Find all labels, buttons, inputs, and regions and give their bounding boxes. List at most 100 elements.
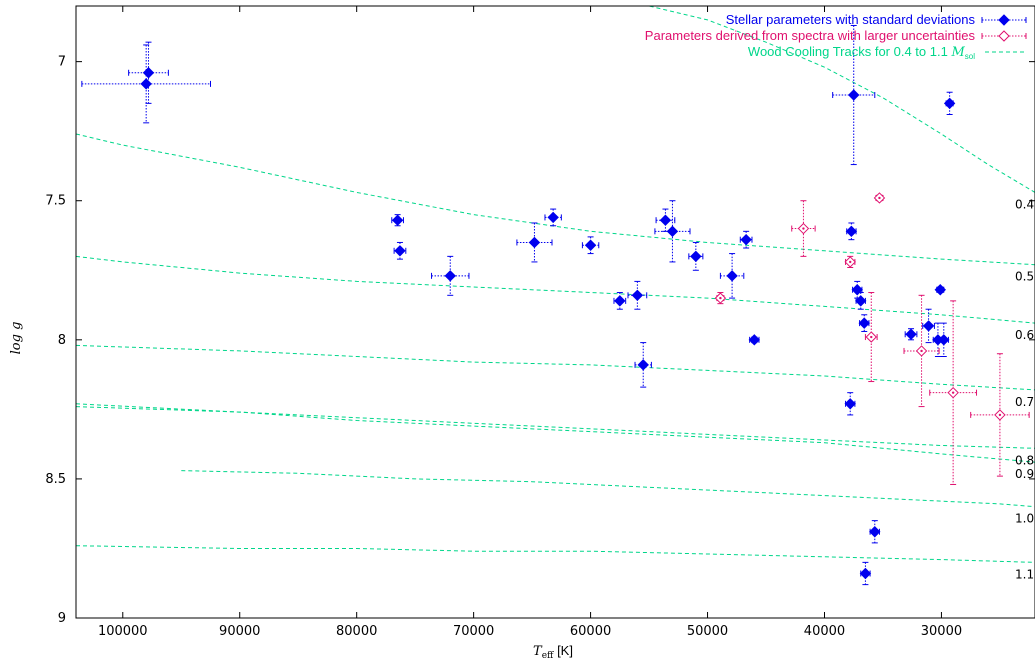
- track-mass-labels: 0.4 0.5 0.6 0.7 0.80.9 1.0 1.1: [1015, 197, 1034, 581]
- filled-diamond-marker: [726, 270, 738, 282]
- x-axis-label: Teff [K]: [533, 643, 573, 661]
- plot-frame: [75, 5, 1035, 619]
- x-tick-label: 40000: [804, 624, 845, 639]
- data-point: [581, 236, 600, 255]
- track-label-1.0: 1.0: [1015, 512, 1034, 526]
- cooling-track-0.8: [76, 406, 1035, 449]
- filled-diamond-marker: [855, 295, 867, 307]
- legend-sample: [981, 14, 1027, 26]
- data-point: [922, 308, 935, 344]
- data-point: [832, 24, 876, 166]
- data-point: [873, 192, 886, 204]
- data-series: [81, 24, 1030, 586]
- filled-diamond-marker: [845, 225, 858, 238]
- filled-diamond-marker: [922, 320, 935, 332]
- data-point: [714, 292, 727, 305]
- data-point: [904, 328, 918, 341]
- legend-label-blue: Stellar parameters with standard deviati…: [726, 12, 976, 27]
- filled-diamond-marker: [528, 236, 541, 249]
- marker-center-dot: [951, 391, 955, 394]
- y-tick-label: 8: [58, 333, 66, 348]
- filled-diamond-marker: [859, 567, 872, 580]
- marker-center-dot: [878, 196, 881, 200]
- track-label-0.9: 0.9: [1015, 467, 1034, 481]
- x-tick-label: 50000: [687, 624, 728, 639]
- marker-center-dot: [802, 227, 805, 230]
- legend-label-pink: Parameters derived from spectra with lar…: [645, 28, 976, 43]
- legend-label-track: Wood Cooling Tracks for 0.4 to 1.1 Msol: [748, 44, 975, 61]
- data-point: [627, 280, 648, 310]
- marker-center-dot: [719, 296, 722, 300]
- filled-diamond-marker: [444, 270, 456, 282]
- filled-diamond-marker: [391, 214, 404, 226]
- filled-diamond-marker: [858, 317, 870, 329]
- x-tick-label: 30000: [921, 624, 962, 639]
- track-label-0.7: 0.7: [1015, 395, 1034, 409]
- filled-diamond-marker: [934, 284, 946, 296]
- legend-samples: [981, 14, 1027, 53]
- legend-sample: [981, 30, 1027, 42]
- data-point: [719, 253, 745, 299]
- filled-diamond-marker: [666, 225, 679, 238]
- data-point: [128, 41, 169, 104]
- filled-diamond-marker: [659, 214, 672, 226]
- data-point: [81, 44, 211, 124]
- track-label-1.1: 1.1: [1015, 567, 1034, 581]
- data-point: [845, 222, 858, 241]
- data-point: [634, 342, 652, 388]
- filled-diamond-marker: [905, 328, 917, 340]
- filled-diamond-marker: [748, 334, 761, 346]
- data-point: [791, 200, 816, 257]
- track-label-0.4: 0.4: [1015, 197, 1034, 211]
- filled-diamond-marker: [631, 289, 644, 302]
- legend-marker: [998, 14, 1010, 26]
- data-point: [739, 230, 753, 249]
- y-tick-label: 7: [58, 55, 66, 70]
- filled-diamond-marker: [943, 97, 956, 110]
- cooling-track-0.9: [76, 403, 1035, 463]
- cooling-track-0.5: [76, 133, 1035, 266]
- series-blue: [81, 24, 956, 586]
- x-tick-label: 100000: [98, 624, 148, 639]
- data-point: [929, 300, 978, 485]
- track-label-0.8: 0.8: [1015, 453, 1034, 467]
- filled-diamond-marker: [938, 334, 950, 346]
- data-point: [844, 392, 856, 416]
- filled-diamond-marker: [740, 233, 752, 246]
- cooling-tracks: [76, 6, 1035, 563]
- filled-diamond-marker: [637, 359, 649, 371]
- legend-marker: [998, 30, 1010, 42]
- filled-diamond-marker: [844, 398, 856, 410]
- legend: Stellar parameters with standard deviati…: [645, 12, 1027, 61]
- y-axis-label: log g: [9, 322, 24, 355]
- data-point: [688, 241, 704, 271]
- y-tick-label: 7.5: [45, 194, 66, 209]
- filled-diamond-marker: [142, 67, 155, 79]
- data-point: [943, 91, 956, 115]
- data-point: [544, 208, 562, 227]
- data-point: [864, 292, 878, 383]
- data-point: [938, 322, 950, 358]
- filled-diamond-marker: [690, 250, 702, 263]
- marker-center-dot: [870, 335, 873, 339]
- cooling-track-1.1: [76, 545, 1035, 563]
- data-point: [859, 561, 872, 586]
- track-label-0.6: 0.6: [1015, 328, 1034, 342]
- data-point: [655, 208, 676, 232]
- axis-ticks: 100000 90000 80000 70000 60000 50000 40000 3000…: [45, 6, 1035, 639]
- data-point: [855, 292, 867, 310]
- cooling-track-1.0: [181, 470, 1035, 508]
- data-point: [970, 353, 1030, 477]
- data-point: [654, 200, 691, 263]
- track-label-0.5: 0.5: [1015, 270, 1034, 284]
- data-point: [431, 255, 470, 296]
- data-point: [869, 520, 881, 544]
- series-pink: [714, 192, 1030, 485]
- marker-center-dot: [998, 413, 1002, 417]
- data-point: [858, 314, 870, 332]
- filled-diamond-marker: [584, 239, 597, 251]
- filled-diamond-marker: [394, 245, 406, 257]
- marker-center-dot: [920, 349, 923, 353]
- data-point: [748, 334, 761, 346]
